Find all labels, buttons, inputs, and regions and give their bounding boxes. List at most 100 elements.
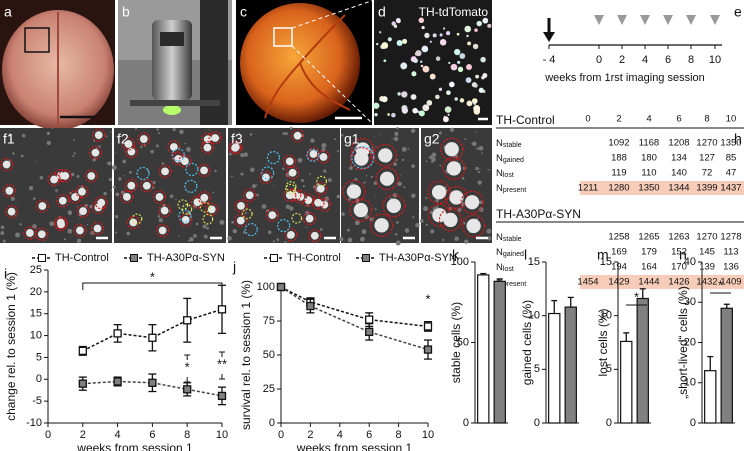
- roi-lost: [241, 208, 253, 220]
- column-header: 6: [676, 114, 681, 125]
- cell: [459, 53, 466, 59]
- roi-new: [178, 209, 192, 223]
- texture: [76, 238, 82, 244]
- roi: [208, 131, 222, 145]
- roi: [76, 204, 90, 218]
- cell: [421, 45, 429, 53]
- roi: [442, 156, 466, 180]
- roi: [234, 199, 248, 213]
- cell: [443, 212, 458, 228]
- cell: [454, 97, 458, 101]
- cell: [127, 147, 136, 156]
- row-label: Nlost: [496, 168, 514, 179]
- row-highlight: [580, 275, 744, 289]
- roi: [124, 179, 138, 193]
- roi: [283, 188, 297, 202]
- texture: [93, 139, 96, 142]
- legend-marker: [270, 254, 278, 262]
- y-tick-label: 100: [451, 256, 469, 268]
- y-axis-label: survival rel. to session 1 (%): [239, 280, 253, 430]
- texture: [179, 129, 184, 135]
- roi-new: [277, 219, 291, 233]
- panel-label: m: [597, 247, 609, 263]
- roi: [349, 198, 373, 222]
- texture: [219, 219, 225, 225]
- texture: [370, 175, 373, 178]
- texture: [478, 145, 484, 151]
- marker: [423, 345, 433, 354]
- cell: [58, 196, 67, 205]
- photo-c: [236, 0, 372, 125]
- cell: [446, 90, 451, 96]
- texture: [487, 236, 492, 241]
- table-cell: 140: [671, 168, 687, 179]
- texture: [369, 217, 374, 222]
- roi: [47, 172, 61, 187]
- texture: [67, 228, 73, 234]
- cell: [314, 198, 322, 207]
- x-axis-label: weeks from session 1: [76, 441, 193, 451]
- roi: [140, 179, 154, 193]
- texture: [123, 174, 125, 177]
- roi: [35, 199, 49, 213]
- texture: [46, 131, 51, 136]
- texture: [297, 157, 303, 163]
- texture: [46, 140, 51, 146]
- cell: [459, 98, 465, 103]
- cell: [474, 28, 478, 32]
- texture: [309, 173, 311, 176]
- texture: [389, 197, 392, 199]
- texture: [289, 206, 294, 211]
- table-cell: 47: [726, 168, 737, 179]
- texture: [289, 127, 293, 130]
- y-axis-label: change rel. to session 1 (%): [4, 272, 18, 421]
- roi: [308, 229, 322, 243]
- marker: [276, 282, 286, 292]
- texture: [488, 168, 490, 171]
- roi: [155, 223, 170, 238]
- texture: [2, 239, 6, 243]
- cell: [236, 216, 245, 225]
- roi: [4, 205, 19, 219]
- cell: [449, 81, 455, 88]
- texture: [255, 184, 258, 187]
- panel-label: i: [4, 266, 7, 282]
- roi: [90, 221, 105, 236]
- cell: [378, 148, 393, 163]
- x-tick-label: 4: [115, 429, 121, 441]
- texture: [442, 238, 445, 242]
- x-tick-label: 8: [184, 429, 190, 441]
- texture: [323, 169, 327, 173]
- texture: [134, 188, 136, 190]
- y-tick-label: 40: [684, 256, 696, 268]
- texture: [105, 135, 108, 138]
- roi: [342, 179, 366, 204]
- texture: [284, 132, 288, 136]
- cell: [482, 90, 486, 93]
- texture: [135, 128, 138, 130]
- texture: [116, 136, 119, 139]
- cell: [466, 100, 473, 107]
- texture: [404, 228, 410, 233]
- cell: [480, 56, 486, 63]
- cell: [387, 37, 392, 42]
- texture: [158, 218, 163, 223]
- texture: [76, 174, 80, 178]
- texture: [105, 162, 108, 164]
- cell: [418, 110, 425, 117]
- table-cell: 194: [611, 262, 627, 273]
- texture: [321, 143, 327, 148]
- column-header: 10: [726, 114, 737, 125]
- texture: [286, 180, 288, 182]
- y-tick-label: 0: [534, 417, 540, 429]
- texture: [407, 147, 410, 150]
- texture: [361, 229, 367, 235]
- row-label: Ngained: [496, 153, 524, 164]
- texture: [463, 221, 466, 225]
- texture: [375, 145, 377, 147]
- marker: [365, 315, 374, 324]
- texture: [327, 211, 329, 213]
- cell: [200, 166, 208, 175]
- texture: [394, 233, 398, 236]
- cell: [444, 106, 452, 113]
